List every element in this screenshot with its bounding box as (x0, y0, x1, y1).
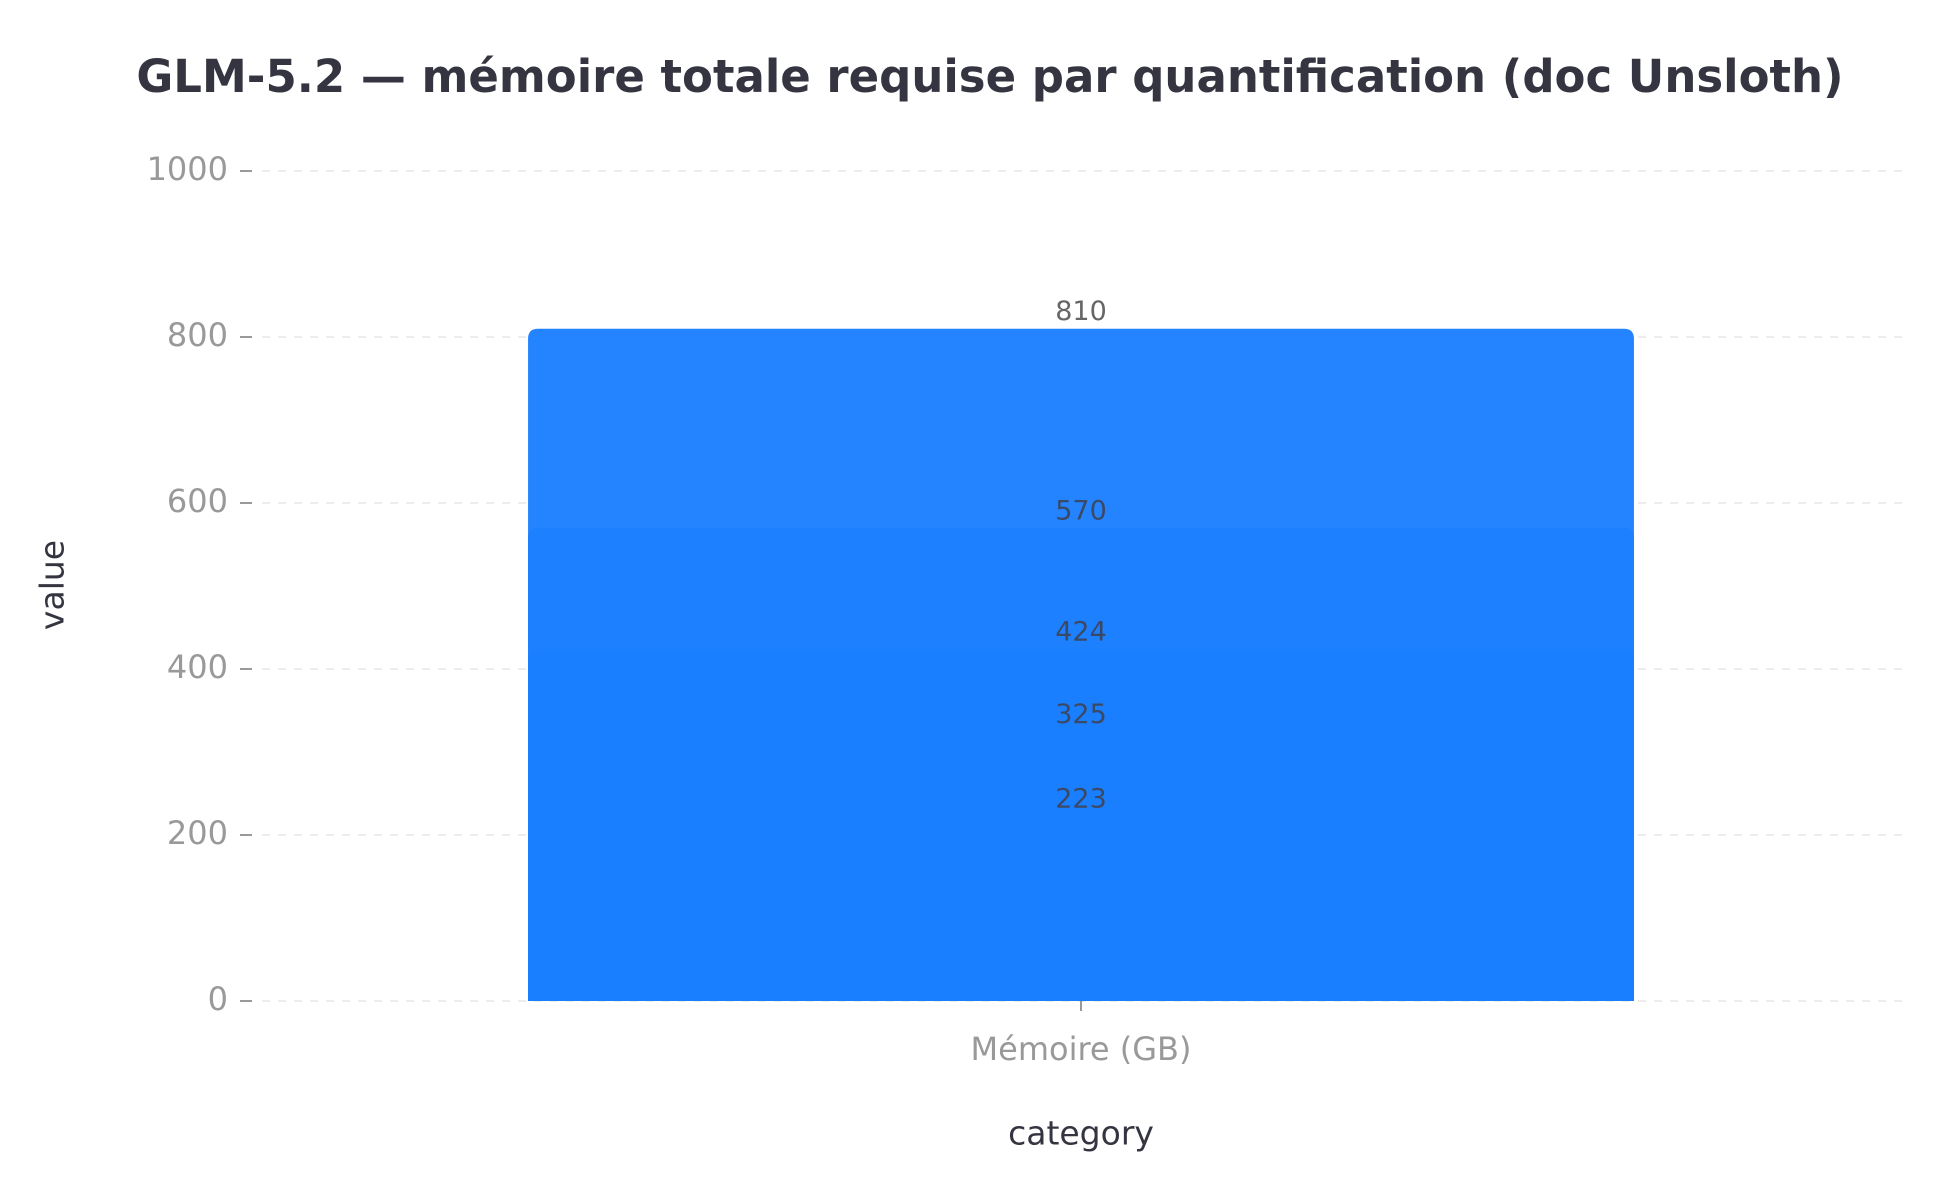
bar (528, 815, 1634, 1001)
y-tick-label: 400 (167, 648, 228, 686)
y-axis-label: value (33, 540, 72, 630)
y-tick-label: 800 (167, 316, 228, 354)
y-tick-label: 0 (208, 980, 228, 1018)
chart-title: GLM-5.2 — mémoire totale requise par qua… (136, 50, 1843, 103)
data-label: 223 (1055, 783, 1107, 814)
data-label: 424 (1055, 617, 1107, 648)
y-tick-label: 200 (167, 814, 228, 852)
y-tick-label: 600 (167, 482, 228, 520)
data-label: 810 (1055, 296, 1107, 327)
data-label: 325 (1055, 699, 1107, 730)
data-label: 570 (1055, 495, 1107, 526)
y-tick-label: 1000 (147, 150, 228, 188)
x-tick-label: Mémoire (GB) (971, 1030, 1192, 1068)
x-axis-label: category (1008, 1114, 1154, 1153)
